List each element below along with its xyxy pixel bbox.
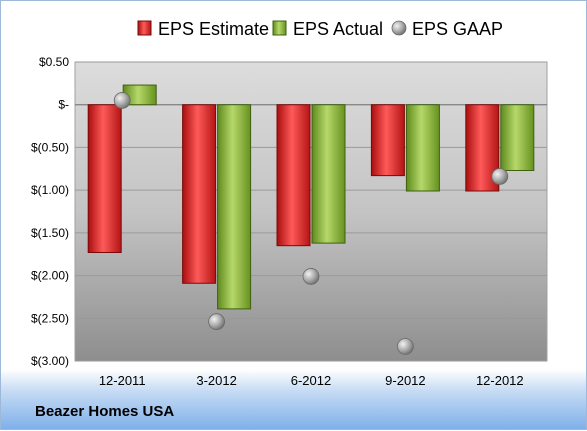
y-tick-label: $(1.00) <box>31 183 69 197</box>
legend-label: EPS Estimate <box>158 19 269 39</box>
estimate-bar <box>182 104 217 284</box>
company-name: Beazer Homes USA <box>35 403 175 420</box>
legend-estimate-swatch <box>137 20 152 36</box>
y-tick-label: $(3.00) <box>31 354 69 368</box>
y-tick-label: $(1.50) <box>31 226 69 240</box>
y-tick-label: $0.50 <box>39 55 69 69</box>
legend-actual-swatch <box>272 20 287 36</box>
y-tick-label: $(0.50) <box>31 140 69 154</box>
x-axis: 12-2011 3-2012 6-2012 9-2012 12-2012 <box>99 373 524 388</box>
estimate-bar <box>276 104 311 247</box>
actual-bar <box>311 104 346 244</box>
legend-label: EPS GAAP <box>412 19 503 39</box>
gaap-point <box>396 338 414 355</box>
actual-bar <box>405 104 440 192</box>
y-axis: $0.50 $- $(0.50) $(1.00) $(1.50) $(2.00) $(2.5… <box>31 55 69 368</box>
estimate-bar <box>370 104 405 177</box>
legend-label: EPS Actual <box>293 19 383 39</box>
actual-bar <box>217 104 252 310</box>
x-tick-label: 12-2012 <box>476 373 524 388</box>
gaap-point <box>302 268 320 285</box>
x-tick-label: 3-2012 <box>196 373 236 388</box>
x-tick-label: 9-2012 <box>385 373 425 388</box>
actual-bar <box>500 104 535 171</box>
y-tick-label: $- <box>58 98 69 112</box>
gaap-point <box>208 313 226 331</box>
legend: EPS Estimate EPS Actual EPS GAAP <box>137 19 503 39</box>
gaap-point <box>113 92 131 109</box>
gaap-point <box>491 168 509 185</box>
y-tick-label: $(2.00) <box>31 269 69 283</box>
estimate-bar <box>87 104 122 254</box>
x-tick-label: 6-2012 <box>291 373 331 388</box>
gaap-points <box>113 92 509 355</box>
bars <box>87 84 535 310</box>
x-tick-label: 12-2011 <box>99 373 146 388</box>
legend-gaap-swatch <box>391 20 407 36</box>
y-tick-label: $(2.50) <box>31 311 69 325</box>
